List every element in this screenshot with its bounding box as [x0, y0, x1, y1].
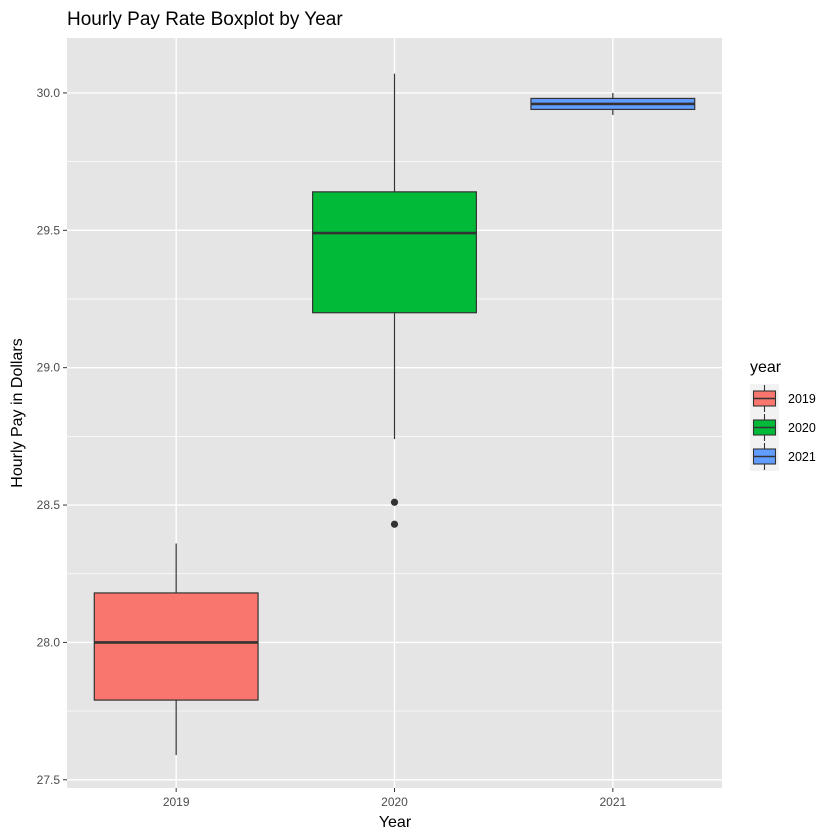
legend-title: year [750, 359, 782, 376]
x-tick-label: 2019 [163, 795, 190, 809]
y-tick-label: 28.0 [37, 635, 61, 649]
iqr-box [93, 592, 259, 701]
box-2019 [93, 543, 259, 756]
box-2020 [312, 73, 477, 528]
x-tick-label: 2020 [381, 795, 408, 809]
box-2021 [530, 92, 696, 115]
legend-label: 2020 [788, 421, 816, 435]
x-tick-label: 2021 [599, 795, 626, 809]
x-axis-title: Year [379, 814, 412, 831]
legend: year 2019 2020 2021 [750, 359, 816, 471]
y-tick-label: 29.5 [37, 223, 61, 237]
y-tick-label: 30.0 [37, 86, 61, 100]
legend-key-2020 [750, 413, 779, 442]
iqr-box [312, 191, 477, 314]
y-axis-ticks: 27.5 28.0 28.5 29.0 29.5 30.0 [37, 86, 67, 787]
outlier-point [390, 520, 399, 528]
legend-label: 2019 [788, 392, 816, 406]
chart-title: Hourly Pay Rate Boxplot by Year [67, 9, 343, 30]
legend-key-2021 [750, 442, 779, 471]
outlier-point [390, 498, 399, 506]
y-axis-title: Hourly Pay in Dollars [9, 338, 26, 487]
y-tick-label: 29.0 [37, 361, 61, 375]
y-tick-label: 28.5 [37, 498, 61, 512]
y-tick-label: 27.5 [37, 773, 61, 787]
legend-label: 2021 [788, 450, 816, 464]
x-axis-ticks: 2019 2020 2021 [163, 788, 627, 809]
box-layer [93, 73, 696, 756]
legend-key-2019 [750, 384, 779, 413]
